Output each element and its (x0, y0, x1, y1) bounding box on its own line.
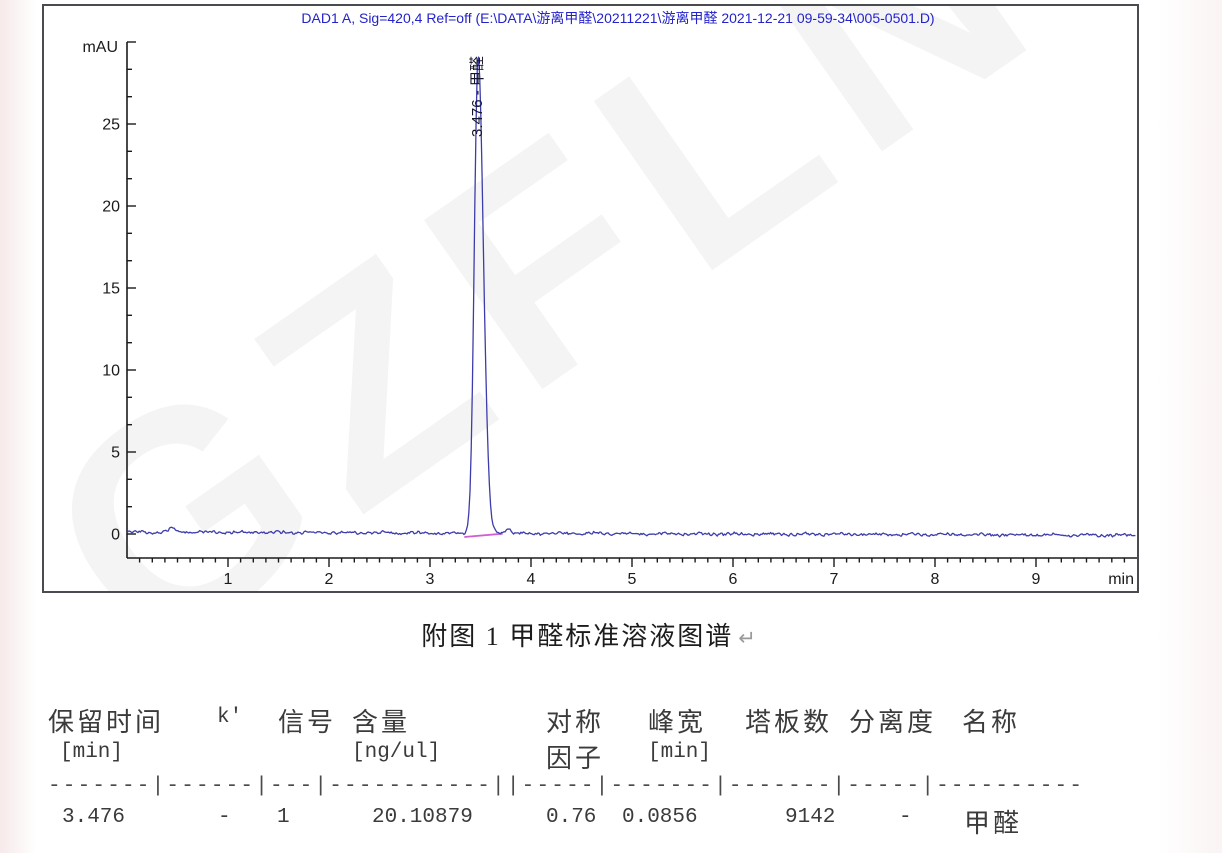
cell-resolution: - (899, 806, 912, 829)
cell-name: 甲醛 (964, 808, 1023, 838)
col-header-name: 名称 (962, 707, 1021, 737)
y-tick-label: 25 (102, 117, 120, 134)
table-separator: -------|------|---|-----------||-----|--… (48, 775, 1085, 798)
peak-label: 3.476 - 甲醛 (469, 56, 486, 137)
x-tick-label: 4 (527, 571, 536, 588)
y-tick-label: 20 (102, 199, 120, 216)
y-tick-label: 5 (111, 445, 120, 462)
chromatogram-frame: GZFLN 0 5 10 15 20 25 1 2 3 4 5 6 7 8 9 mAU min 3.476 … (42, 4, 1139, 593)
x-tick-label: 5 (628, 571, 637, 588)
col-header-signal: 信号 (278, 707, 337, 737)
paragraph-mark: ↵ (738, 626, 756, 650)
cell-plates: 9142 (785, 806, 836, 829)
cell-kprime: - (218, 806, 231, 829)
signal-header: DAD1 A, Sig=420,4 Ref=off (E:\DATA\游离甲醛\… (301, 10, 935, 26)
unit-amount: [ng/ul] (352, 741, 441, 764)
col-header-resolution: 分离度 (849, 707, 937, 737)
col-header-kprime: k' (217, 706, 243, 729)
cell-amount: 20.10879 (372, 806, 473, 829)
x-tick-label: 8 (931, 571, 940, 588)
cell-peak-width: 0.0856 (622, 806, 698, 829)
col-header-retention: 保留时间 (48, 707, 165, 737)
integration-baseline (464, 532, 503, 538)
y-tick-label: 15 (102, 281, 120, 298)
figure-caption-text: 附图 1 甲醛标准溶液图谱 (421, 622, 734, 651)
unit-retention: [min] (60, 741, 124, 764)
scan-artifact-right (1158, 0, 1222, 853)
unit-peak-width: [min] (648, 741, 712, 764)
y-tick-label: 10 (102, 363, 120, 380)
col-header-plates: 塔板数 (745, 707, 833, 737)
x-tick-label: 3 (426, 571, 435, 588)
y-tick-label: 0 (111, 527, 120, 544)
x-tick-label: 6 (729, 571, 738, 588)
x-axis-unit: min (1108, 571, 1134, 588)
x-tick-label: 7 (830, 571, 839, 588)
x-tick-label: 2 (325, 571, 334, 588)
scan-artifact-left (0, 0, 36, 853)
col-header-amount: 含量 (352, 707, 411, 737)
figure-caption: 附图 1 甲醛标准溶液图谱 ↵ (42, 616, 1135, 653)
cell-signal: 1 (277, 806, 290, 829)
cell-retention: 3.476 (62, 806, 126, 829)
y-axis-unit: mAU (82, 39, 118, 56)
signal-trace (126, 56, 1136, 538)
axis-tick-labels: 0 5 10 15 20 25 1 2 3 4 5 6 7 8 9 (102, 117, 1040, 589)
col-header-symmetry: 对称 (546, 707, 605, 737)
x-tick-label: 9 (1032, 571, 1041, 588)
x-tick-label: 1 (224, 571, 233, 588)
col-header-peak-width: 峰宽 (648, 707, 707, 737)
unit-symmetry: 因子 (546, 743, 605, 773)
cell-symmetry: 0.76 (546, 806, 597, 829)
